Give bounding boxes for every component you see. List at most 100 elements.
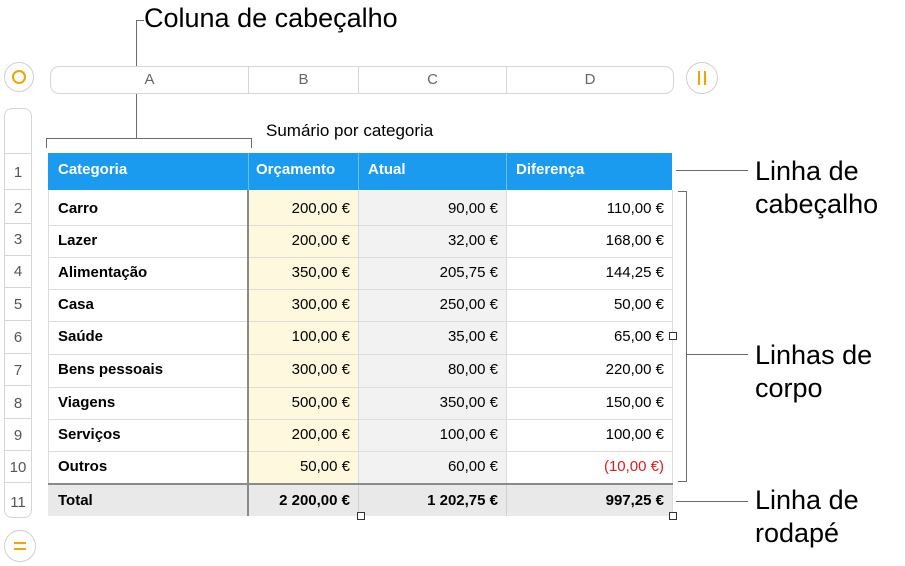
cell-category[interactable]: Alimentação <box>58 264 148 281</box>
callout-line-header-row <box>676 170 748 171</box>
header-divider <box>248 153 249 190</box>
cell-budget[interactable]: 200,00 € <box>291 232 350 249</box>
row-number[interactable]: 4 <box>13 263 23 280</box>
row-number-gutter[interactable]: 1 2 3 4 5 6 7 8 9 10 11 <box>4 108 32 518</box>
cell-difference[interactable]: 220,00 € <box>605 361 664 378</box>
circle-outline-icon <box>12 70 26 84</box>
row-number[interactable]: 1 <box>13 164 23 181</box>
cell-budget[interactable]: 300,00 € <box>291 361 350 378</box>
row-divider <box>5 482 31 483</box>
row-divider <box>5 223 31 224</box>
cell-category[interactable]: Carro <box>58 200 99 217</box>
cell-budget[interactable]: 300,00 € <box>291 296 350 313</box>
resize-handle-bottom[interactable] <box>357 512 365 520</box>
row-divider <box>5 418 31 419</box>
footer-label[interactable]: Total <box>48 485 248 516</box>
header-column-bracket-left <box>46 138 47 148</box>
cell-category[interactable]: Serviços <box>58 426 121 443</box>
cell-category[interactable]: Saúde <box>58 328 104 345</box>
header-column-border <box>247 190 249 484</box>
header-cell-diferenca[interactable]: Diferença <box>506 153 672 190</box>
callout-header-row-line2: cabeçalho <box>755 189 879 219</box>
row-number[interactable]: 3 <box>13 231 23 248</box>
column-letter-a[interactable]: A <box>144 71 155 88</box>
row-number[interactable]: 6 <box>13 329 23 346</box>
header-column-bracket-right <box>251 138 252 148</box>
cell-difference[interactable]: 65,00 € <box>613 328 664 345</box>
footer-divider <box>358 485 359 516</box>
body-rows-bracket <box>686 191 687 482</box>
cell-difference[interactable]: 50,00 € <box>613 296 664 313</box>
column-divider <box>358 67 359 93</box>
cell-budget[interactable]: 200,00 € <box>291 200 350 217</box>
cell-budget[interactable]: 350,00 € <box>291 264 350 281</box>
row-number[interactable]: 10 <box>9 459 27 476</box>
cell-category[interactable]: Viagens <box>58 394 116 411</box>
add-row-button[interactable] <box>4 530 36 562</box>
header-cell-atual[interactable]: Atual <box>358 153 506 190</box>
footer-divider <box>247 485 249 516</box>
cell-difference[interactable]: 150,00 € <box>605 394 664 411</box>
add-column-button[interactable] <box>686 62 718 94</box>
cell-budget[interactable]: 500,00 € <box>291 394 350 411</box>
footer-difference[interactable]: 997,25 € <box>506 485 672 516</box>
header-cell-orcamento[interactable]: Orçamento <box>248 153 358 190</box>
cell-budget[interactable]: 100,00 € <box>291 328 350 345</box>
cell-difference[interactable]: 100,00 € <box>605 426 664 443</box>
cell-category[interactable]: Casa <box>58 296 94 313</box>
cell-difference[interactable]: 144,25 € <box>605 264 664 281</box>
column-header-bar[interactable]: A B C D <box>50 66 674 94</box>
budget-column-fill <box>248 190 358 484</box>
row-divider-line <box>48 451 672 452</box>
column-divider-line <box>358 190 359 484</box>
footer-actual[interactable]: 1 202,75 € <box>358 485 506 516</box>
cell-actual[interactable]: 60,00 € <box>447 458 498 475</box>
cell-category[interactable]: Bens pessoais <box>58 361 164 378</box>
resize-handle-corner[interactable] <box>669 512 677 520</box>
pause-bars-icon <box>697 71 709 85</box>
callout-footer-row: Linha de rodapé <box>755 484 859 550</box>
callout-header-column: Coluna de cabeçalho <box>144 3 398 33</box>
cell-actual[interactable]: 90,00 € <box>447 200 498 217</box>
resize-handle-right[interactable] <box>669 332 677 340</box>
select-table-button[interactable] <box>4 62 34 92</box>
row-number[interactable]: 11 <box>10 494 26 511</box>
table-title[interactable]: Sumário por categoria <box>266 121 434 140</box>
cell-actual[interactable]: 32,00 € <box>447 232 498 249</box>
cell-actual[interactable]: 350,00 € <box>439 394 498 411</box>
column-letter-d[interactable]: D <box>584 71 596 88</box>
equals-icon <box>14 542 26 550</box>
row-number[interactable]: 7 <box>13 362 23 379</box>
cell-actual[interactable]: 100,00 € <box>439 426 498 443</box>
cell-difference-negative[interactable]: (10,00 €) <box>603 458 664 475</box>
footer-border <box>48 483 673 485</box>
row-divider-line <box>48 387 672 388</box>
callout-body-rows-line1: Linhas de <box>755 340 873 370</box>
callout-body-rows: Linhas de corpo <box>755 339 872 405</box>
cell-actual[interactable]: 250,00 € <box>439 296 498 313</box>
row-divider-line <box>48 289 672 290</box>
callout-footer-row-line1: Linha de <box>755 485 859 515</box>
footer-budget[interactable]: 2 200,00 € <box>248 485 358 516</box>
row-divider <box>5 450 31 451</box>
header-column-bracket <box>46 138 252 139</box>
row-divider <box>5 287 31 288</box>
cell-category[interactable]: Outros <box>58 458 108 475</box>
cell-difference[interactable]: 110,00 € <box>606 200 664 217</box>
row-number[interactable]: 5 <box>13 296 23 313</box>
column-letter-b[interactable]: B <box>298 71 309 88</box>
cell-category[interactable]: Lazer <box>58 232 98 249</box>
cell-actual[interactable]: 35,00 € <box>447 328 498 345</box>
row-number[interactable]: 9 <box>13 427 23 444</box>
row-divider-line <box>48 257 672 258</box>
row-number[interactable]: 8 <box>13 395 23 412</box>
column-letter-c[interactable]: C <box>427 71 438 88</box>
cell-budget[interactable]: 200,00 € <box>291 426 350 443</box>
row-number[interactable]: 2 <box>13 200 23 217</box>
cell-difference[interactable]: 168,00 € <box>605 232 664 249</box>
row-divider <box>5 189 31 190</box>
cell-actual[interactable]: 80,00 € <box>447 361 498 378</box>
cell-actual[interactable]: 205,75 € <box>439 264 498 281</box>
header-cell-categoria[interactable]: Categoria <box>48 153 248 190</box>
cell-budget[interactable]: 50,00 € <box>299 458 350 475</box>
